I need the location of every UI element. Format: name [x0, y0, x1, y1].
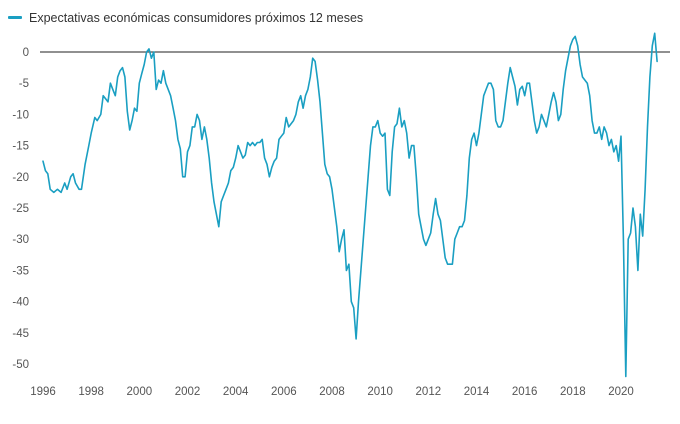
legend-label: Expectativas económicas consumidores pró…	[29, 11, 363, 25]
x-tick-label: 2000	[127, 386, 153, 398]
x-tick-label: 2012	[416, 386, 442, 398]
x-tick-label: 2002	[175, 386, 201, 398]
y-tick-label: -5	[19, 78, 29, 90]
x-tick-label: 2006	[271, 386, 297, 398]
x-tick-label: 2018	[560, 386, 586, 398]
y-tick-label: 0	[23, 47, 29, 59]
y-tick-label: -25	[12, 203, 29, 215]
x-axis: 1996 1998 2000 2002 2004 2006 2008 2010 2012 2014…	[30, 386, 634, 398]
y-tick-label: -40	[12, 297, 29, 309]
x-tick-label: 1996	[30, 386, 56, 398]
y-tick-label: -20	[12, 172, 29, 184]
x-tick-label: 2020	[608, 386, 634, 398]
y-tick-label: -50	[12, 359, 29, 371]
y-tick-label: -15	[12, 141, 29, 153]
x-tick-label: 2004	[223, 386, 249, 398]
plot-area	[42, 32, 658, 378]
x-tick-label: 2008	[319, 386, 345, 398]
x-tick-label: 1998	[78, 386, 104, 398]
legend: Expectativas económicas consumidores pró…	[8, 11, 363, 25]
x-tick-label: 2016	[512, 386, 538, 398]
y-axis: 0 -5 -10 -15 -20 -25 -30 -35 -40 -45 -50	[12, 47, 29, 371]
x-tick-label: 2014	[464, 386, 490, 398]
x-tick-label: 2010	[367, 386, 393, 398]
y-tick-label: -30	[12, 234, 29, 246]
series-line	[42, 32, 658, 378]
legend-swatch	[8, 16, 22, 19]
y-tick-label: -10	[12, 109, 29, 121]
y-tick-label: -45	[12, 328, 29, 340]
y-tick-label: -35	[12, 265, 29, 277]
